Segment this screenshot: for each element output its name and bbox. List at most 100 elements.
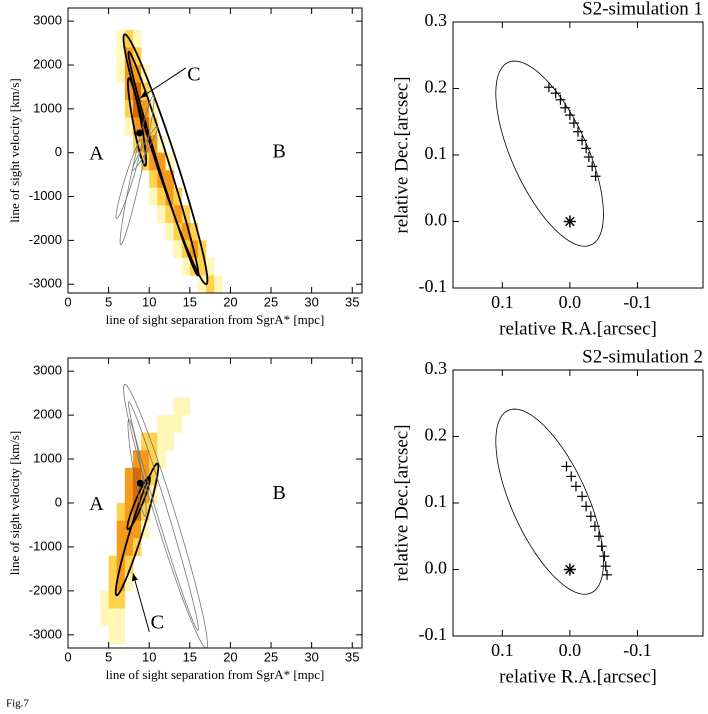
position-cross [589,521,600,532]
x-tick-label: 0.1 [491,640,514,660]
heat-cell [116,47,126,66]
contour [126,475,151,531]
contour [123,383,208,648]
plot-area [495,408,613,595]
frame [67,357,363,649]
position-cross [568,118,579,129]
star-stroke [565,564,575,575]
y-tick-label: -1000 [29,188,62,203]
position-cross [561,461,572,472]
heat-cell [124,573,134,592]
frame [452,21,704,289]
y-tick-label: 3000 [33,363,62,378]
heat-cell [197,257,207,276]
heat-cell [149,135,158,153]
heat-cell [124,467,134,486]
heat-cell [173,187,183,206]
heat-cell [116,590,126,609]
y-tick-label: -0.1 [419,276,448,296]
position-cross [581,501,592,512]
annotation: C [187,64,200,86]
heat-cell [181,257,191,276]
heat-cell [132,117,142,136]
heat-cell [149,450,158,469]
x-axis-label: relative R.A.[arcsec] [499,318,657,339]
x-tick-label: 35 [345,294,359,309]
y-tick-label: 0.0 [425,558,448,578]
heat-cell [116,608,126,627]
y-tick-label: -2000 [29,232,62,247]
heat-cell [173,240,183,259]
y-tick-label: 1000 [33,100,62,115]
heat-cell [124,503,134,521]
heat-cell [173,222,183,241]
y-tick-label: 0 [55,494,62,509]
heat-cell [116,626,126,644]
y-axis-label: relative Dec.[arcsec] [391,76,412,233]
y-tick-label: 0.3 [425,358,448,378]
heat-cell [157,450,166,469]
position-cross [587,161,598,172]
y-tick-label: 0.1 [425,491,448,511]
heat-cell [100,608,109,627]
heat-cell [116,29,126,48]
heat-cell [132,100,142,118]
position-cross [573,126,583,137]
heat-cell [165,415,174,433]
position-cross [585,511,596,522]
heat-cell [214,275,223,293]
annotation-arrow [140,67,187,99]
x-axis-label: line of sight separation from SgrA* [mpc… [106,312,325,327]
y-tick-label: 2000 [33,56,62,71]
heat-cell [141,100,150,118]
heat-cell [132,520,142,539]
annotation: B [272,140,285,162]
y-tick-label: -2000 [29,582,62,597]
heat-cell [157,187,166,206]
x-tick-label: 0.0 [559,292,582,312]
heat-cell [132,467,142,486]
heat-cell [181,222,191,241]
heat-cell [173,397,183,416]
x-tick-label: 20 [223,649,237,664]
x-tick-label: 30 [304,649,318,664]
position-cross [599,551,610,562]
position-cross [560,102,571,113]
heat-cell [173,415,183,433]
heat-cell [157,415,166,433]
y-tick-label: 0.0 [425,210,448,230]
y-tick-label: -3000 [29,626,62,641]
y-tick-label: -1000 [29,538,62,553]
y-tick-label: 2000 [33,407,62,422]
y-tick-label: -0.1 [419,624,448,644]
heat-cell [165,152,174,171]
heat-cell [141,450,150,469]
y-tick-label: 0.2 [425,425,448,445]
heat-cell [149,467,158,486]
heat-cell [132,503,142,521]
position-cross [555,94,566,105]
heat-cell [100,590,109,609]
y-tick-label: -3000 [29,276,62,291]
x-tick-label: 10 [142,649,156,664]
heat-cell [206,257,215,276]
position-cross [590,171,601,182]
heat-cell [181,205,191,224]
x-tick-label: 0 [64,294,71,309]
x-tick-label: 10 [142,294,156,309]
position-cross [570,481,581,492]
heat-cell [116,503,126,521]
heat-cell [124,555,134,574]
panel-title: S2-simulation 2 [582,346,703,367]
x-tick-label: -0.1 [623,640,652,660]
heat-cell [149,187,158,206]
annotation-arrow-head [140,91,149,98]
heat-cell [165,222,174,241]
heat-cell [157,432,166,451]
panel-title: S2-simulation 1 [582,0,703,19]
heat-cell [165,170,174,189]
annotation: A [89,493,104,515]
y-tick-label: 0.2 [425,77,448,97]
contour [132,125,159,171]
